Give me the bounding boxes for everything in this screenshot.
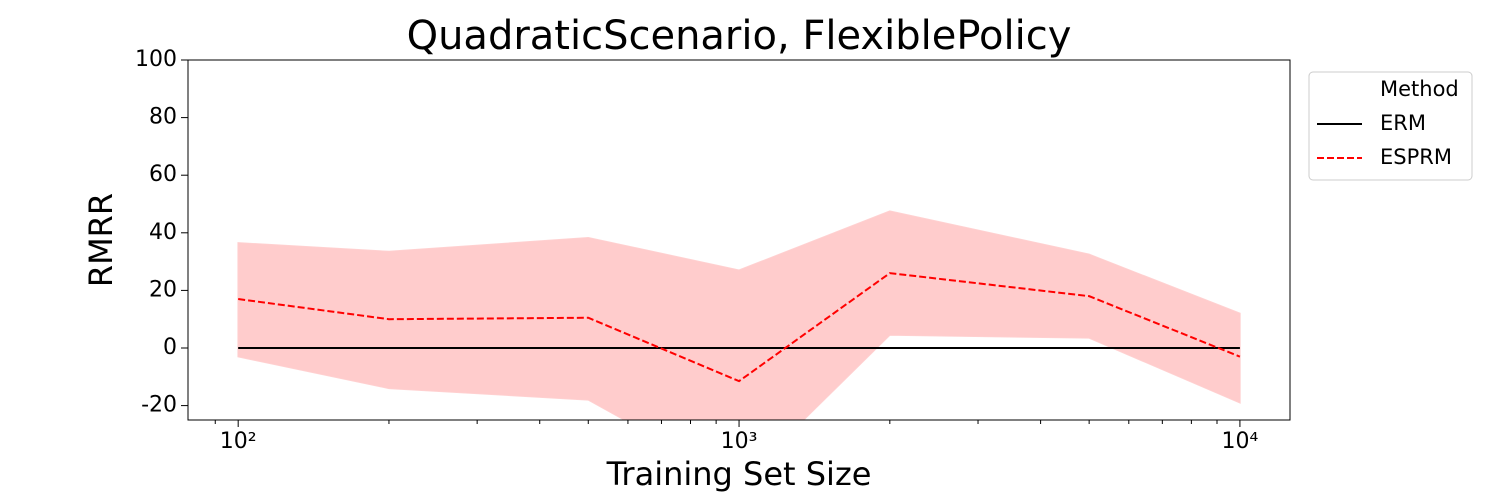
x-tick-label: 10³ (721, 429, 758, 454)
y-tick-label: -20 (141, 393, 177, 418)
error-band (237, 210, 1241, 420)
x-tick-label: 10⁴ (1222, 429, 1259, 454)
legend-box (1308, 71, 1473, 181)
legend-label: ERM (1380, 111, 1426, 135)
y-tick-label: 40 (149, 220, 177, 245)
legend: Method ERM ESPRM (1308, 71, 1473, 181)
y-tick-label: 60 (149, 162, 177, 187)
legend-label: ESPRM (1380, 145, 1452, 169)
chart-title: QuadraticScenario, FlexiblePolicy (407, 13, 1072, 59)
plot-area (237, 210, 1241, 420)
legend-title: Method (1380, 77, 1459, 101)
y-tick-label: 100 (135, 47, 177, 72)
y-tick-label: 20 (149, 277, 177, 302)
y-tick-label: 0 (163, 335, 177, 360)
x-tick-label: 10² (220, 429, 257, 454)
series-line (238, 272, 1241, 383)
y-axis-label: RMRR (82, 193, 120, 287)
y-tick-label: 80 (149, 105, 177, 130)
x-axis-label: Training Set Size (606, 455, 872, 493)
